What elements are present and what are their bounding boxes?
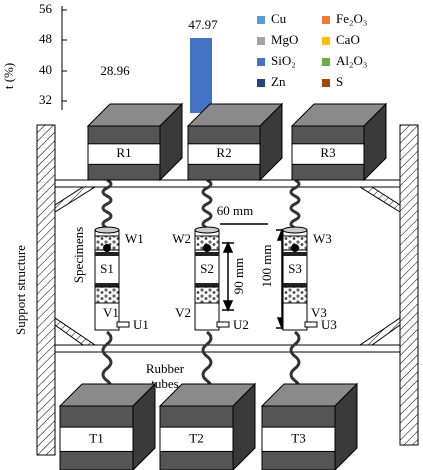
legend-label: Cu [271, 11, 287, 26]
sensor [103, 244, 111, 252]
legend-label: CaO [336, 32, 360, 47]
tick-label: 48 [39, 31, 52, 46]
point-label: W3 [313, 231, 332, 246]
reservoir-label: T1 [89, 430, 103, 445]
bar [190, 38, 212, 113]
reservoir: R1 [88, 104, 182, 180]
reservoir-label: T3 [291, 430, 305, 445]
tick-label: 32 [39, 92, 52, 107]
dimension-label: 90 mm [231, 258, 246, 294]
dimension-label: 60 mm [217, 203, 253, 218]
support-wall [400, 125, 418, 445]
gravel [283, 287, 307, 303]
legend-swatch [322, 79, 330, 87]
specimen: S1 W1 V1 U1 [95, 227, 149, 332]
support-wall [37, 125, 55, 455]
legend-swatch [257, 16, 265, 24]
reservoir: T2 [160, 384, 255, 470]
legend-label: SiO₂ [271, 53, 296, 68]
reservoir: R2 [188, 104, 282, 180]
reservoir-label: R1 [116, 145, 131, 160]
point-label: W1 [125, 231, 144, 246]
legend-swatch [257, 79, 265, 87]
legend-swatch [322, 16, 330, 24]
diagram: t (%) 28.96 47.97 60 mm 90 mm 100 mm Spe… [0, 0, 423, 470]
legend-label: Fe₂O₃ [336, 11, 367, 26]
tick-label: 40 [39, 62, 52, 77]
layer [195, 283, 219, 287]
layer [195, 252, 219, 256]
reservoir-label: R3 [320, 145, 335, 160]
point-label: U1 [133, 317, 149, 332]
reservoir-label: R2 [216, 145, 231, 160]
dimension-label: 100 mm [259, 245, 274, 288]
specimen-label: S3 [288, 261, 302, 276]
legend-swatch [257, 58, 265, 66]
layer [95, 252, 119, 256]
axis-label: t (%) [1, 63, 16, 89]
reservoir-label: T2 [189, 430, 203, 445]
brace [55, 318, 95, 345]
bar-label: 47.97 [188, 17, 218, 32]
point-label: W2 [172, 231, 191, 246]
gravel [95, 287, 119, 303]
brace [360, 318, 400, 345]
brace [55, 187, 95, 212]
specimens-label: Specimens [71, 227, 86, 283]
legend-swatch [257, 37, 265, 45]
sensor [203, 244, 211, 252]
legend-swatch [322, 37, 330, 45]
point-label: V2 [175, 305, 191, 320]
tubes-label: Rubber [146, 361, 185, 376]
specimen-label: S2 [200, 261, 214, 276]
point-label: V1 [103, 305, 119, 320]
bar-label: 28.96 [100, 63, 130, 78]
point-label: U3 [321, 317, 337, 332]
specimen-label: S1 [100, 261, 114, 276]
layer [95, 283, 119, 287]
gravel [195, 287, 219, 303]
outlet [117, 322, 129, 327]
cylinder-top [195, 227, 219, 233]
brace [360, 187, 400, 212]
outlet [217, 322, 229, 327]
reservoir: T1 [60, 384, 155, 470]
reservoir: T3 [262, 384, 357, 470]
cylinder-top [283, 227, 307, 233]
legend-label: Al₂O₃ [336, 53, 367, 68]
layer [283, 283, 307, 287]
legend-label: S [336, 74, 343, 89]
sensor [291, 244, 299, 252]
legend-label: Zn [271, 74, 286, 89]
chart-fragment: t (%) 28.96 47.97 [1, 6, 218, 113]
point-label: U2 [233, 317, 249, 332]
reservoir: R3 [292, 104, 386, 180]
layer [283, 252, 307, 256]
legend-label: MgO [271, 32, 298, 47]
cylinder-top [95, 227, 119, 233]
support-label: Support structure [13, 245, 28, 335]
tick-label: 56 [39, 1, 53, 16]
legend-swatch [322, 58, 330, 66]
outlet [305, 322, 317, 327]
